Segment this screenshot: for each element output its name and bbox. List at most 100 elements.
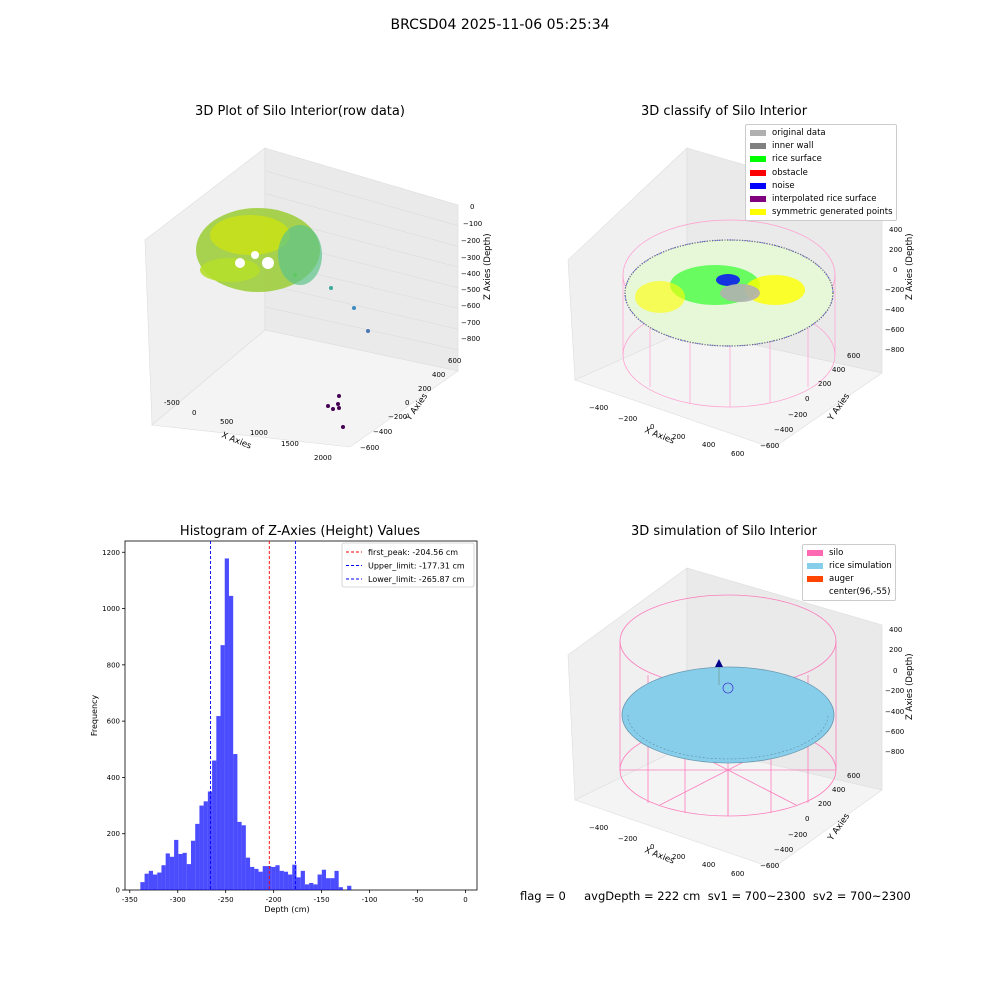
y-tick: −400	[774, 846, 793, 854]
z-tick: −700	[461, 319, 480, 327]
legend-label: center(96,-55)	[829, 587, 891, 597]
x-tick-label: -50	[412, 896, 423, 904]
figure-title: BRCSD04 2025-11-06 05:25:34	[390, 17, 610, 33]
legend-item: symmetric generated points	[750, 207, 893, 220]
x-tick-label: -100	[362, 896, 378, 904]
histogram-bar	[237, 821, 242, 890]
legend-item: inner wall	[750, 141, 813, 154]
z-tick: −800	[885, 748, 904, 756]
z-tick: −400	[885, 306, 904, 314]
legend-label: Upper_limit: -177.31 cm	[368, 562, 465, 571]
y-tick: 200	[818, 380, 831, 388]
x-tick-label: -150	[314, 896, 330, 904]
legend-item: center(96,-55)	[807, 587, 890, 600]
legend-label: rice simulation	[829, 561, 892, 571]
x-tick: -500	[164, 399, 180, 407]
x-tick: 0	[192, 409, 196, 417]
y-tick: 400	[832, 786, 845, 794]
z-axis-label: Z Axies (Depth)	[905, 653, 915, 720]
histogram-bar	[140, 882, 145, 890]
histogram-bar	[338, 887, 343, 890]
plot-area	[124, 540, 478, 891]
histogram-bar	[161, 865, 166, 890]
x-tick: 600	[731, 450, 744, 458]
x-tick: 1000	[250, 429, 268, 437]
histogram-bar	[309, 882, 314, 890]
y-tick: 600	[847, 352, 860, 360]
histogram-bar	[317, 874, 322, 890]
histogram-bar	[275, 865, 280, 890]
histogram-bar	[224, 558, 229, 890]
x-tick-label: 0	[463, 896, 467, 904]
z-tick: −800	[461, 335, 480, 343]
x-tick: −400	[589, 404, 608, 412]
legend-swatch	[750, 169, 766, 176]
histogram-bar	[207, 791, 213, 890]
panel4-3d-plot: −400 −200 0 200 400 600 600 400 200 0 −2…	[567, 567, 915, 878]
legend-swatch	[807, 550, 823, 556]
legend-item: original data	[750, 128, 826, 141]
auger-marker	[715, 659, 723, 667]
y-tick-label: 400	[107, 774, 120, 782]
x-tick: −200	[618, 835, 637, 843]
histogram-bar	[258, 871, 263, 890]
y-tick: 200	[818, 800, 831, 808]
panel1-title: 3D Plot of Silo Interior(row data)	[195, 104, 405, 119]
x-axis-label: Depth (cm)	[264, 905, 309, 914]
legend-item: rice surface	[750, 154, 822, 167]
histogram-bar	[169, 856, 175, 890]
legend-label: first_peak: -204.56 cm	[368, 548, 458, 557]
x-tick-label: -350	[122, 896, 138, 904]
z-tick: 200	[889, 646, 902, 654]
z-tick: −300	[461, 254, 480, 262]
histogram-bar	[334, 870, 339, 890]
y-tick: 400	[832, 366, 845, 374]
histogram-bar	[250, 866, 255, 890]
legend-label: silo	[829, 548, 844, 558]
histogram-bar	[283, 871, 289, 890]
z-axis-label: Z Axies (Depth)	[905, 233, 915, 300]
y-tick: 200	[418, 385, 431, 393]
histogram-bar	[279, 870, 284, 890]
histogram-bar	[288, 874, 293, 890]
z-tick: −800	[885, 346, 904, 354]
legend-item: rice simulation	[807, 561, 892, 574]
panel2-legend: original data inner wall rice surface obsta…	[745, 124, 897, 221]
legend-label: noise	[772, 180, 795, 191]
z-tick: 0	[470, 203, 474, 211]
histogram-bar	[254, 868, 259, 890]
x-tick: 1500	[281, 440, 299, 448]
legend-swatch	[750, 209, 766, 216]
y-axis-label: Frequency	[90, 695, 99, 737]
y-tick: −400	[373, 428, 392, 436]
z-tick: −200	[885, 687, 904, 695]
histogram-bar	[228, 595, 234, 890]
histogram-bar	[292, 864, 297, 890]
y-tick-label: 1200	[102, 549, 120, 557]
x-axis-label: X Axies	[643, 426, 676, 447]
z-tick: −100	[463, 220, 482, 228]
histogram-chart: -350 -300 -250 -200 -150 -100 -50 0 0 200 400 600 80…	[90, 540, 478, 914]
legend-label: obstacle	[772, 167, 808, 178]
legend-swatch	[750, 130, 766, 136]
legend-swatch	[750, 182, 766, 189]
legend-swatch	[807, 576, 823, 582]
histogram-bar	[245, 857, 251, 890]
histogram-bar	[195, 823, 200, 890]
legend-swatch	[807, 589, 823, 595]
z-tick: 400	[889, 626, 902, 634]
z-tick: −500	[461, 286, 480, 294]
legend-label: auger	[829, 574, 854, 584]
x-tick: 400	[702, 861, 715, 869]
x-tick: 600	[731, 870, 744, 878]
x-axis-label: X Axies	[643, 846, 676, 867]
x-tick: 500	[220, 418, 233, 426]
y-tick: 0	[405, 399, 409, 407]
z-tick: −200	[461, 237, 480, 245]
legend-label: symmetric generated points	[772, 207, 893, 218]
z-tick: −600	[461, 302, 480, 310]
panel4-title: 3D simulation of Silo Interior	[631, 524, 817, 539]
histogram-title: Histogram of Z-Axies (Height) Values	[179, 524, 421, 539]
x-tick: 0	[650, 843, 654, 851]
x-tick: 400	[702, 441, 715, 449]
